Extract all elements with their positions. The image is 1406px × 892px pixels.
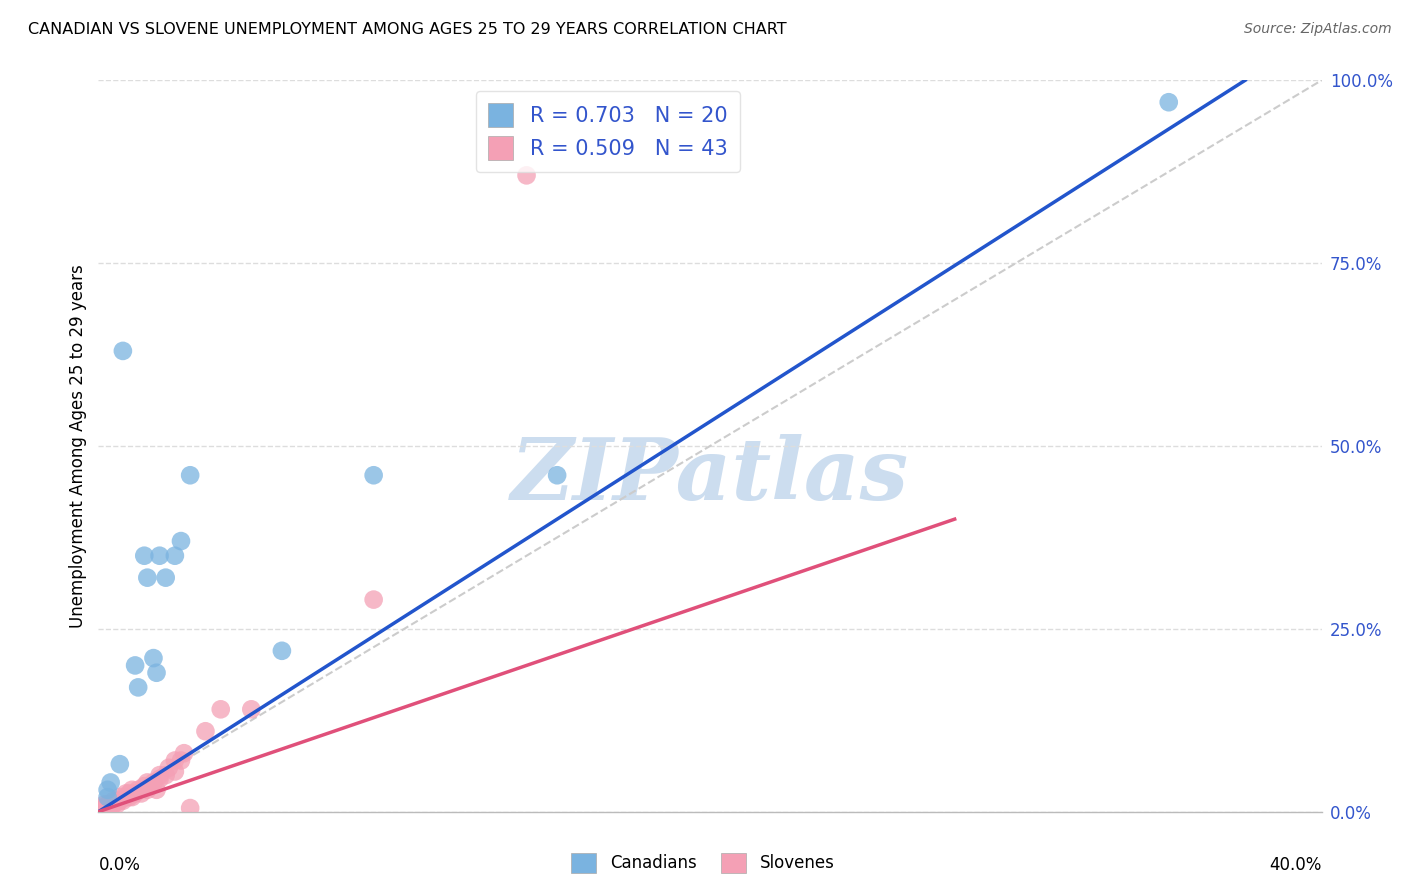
Point [179,468,201,483]
Point [142,651,165,665]
Text: 0.0%: 0.0% [98,855,141,873]
Point [142,775,165,789]
Point [103,797,125,812]
Point [97,797,120,812]
Point [139,779,162,793]
Point [111,343,134,358]
Point [163,764,186,779]
Legend: R = 0.703   N = 20, R = 0.509   N = 43: R = 0.703 N = 20, R = 0.509 N = 43 [475,91,740,172]
Point [115,787,138,801]
Point [100,801,122,815]
Point [97,782,120,797]
Point [163,549,186,563]
Point [105,797,128,812]
Text: CANADIAN VS SLOVENE UNEMPLOYMENT AMONG AGES 25 TO 29 YEARS CORRELATION CHART: CANADIAN VS SLOVENE UNEMPLOYMENT AMONG A… [28,22,787,37]
Point [90,801,112,815]
Legend: Canadians, Slovenes: Canadians, Slovenes [565,847,841,880]
Point [105,794,128,808]
Point [363,468,385,483]
Point [145,782,167,797]
Point [121,790,143,805]
Point [108,790,131,805]
Point [118,790,141,805]
Point [163,754,186,768]
Point [149,772,172,786]
Text: Source: ZipAtlas.com: Source: ZipAtlas.com [1244,22,1392,37]
Point [136,782,159,797]
Point [100,775,122,789]
Text: ZIPatlas: ZIPatlas [510,434,910,517]
Point [108,794,131,808]
Point [173,746,195,760]
Point [97,798,120,813]
Point [124,658,146,673]
Point [149,549,172,563]
Point [118,787,141,801]
Point [115,790,138,805]
Point [170,534,193,549]
Point [170,754,193,768]
Point [100,797,122,812]
Point [194,724,217,739]
Point [145,665,167,680]
Point [111,794,134,808]
Point [1157,95,1180,110]
Point [121,782,143,797]
Point [516,169,538,183]
Point [209,702,232,716]
Point [363,592,385,607]
Point [155,768,177,782]
Point [157,761,180,775]
Point [93,801,115,815]
Point [93,797,115,812]
Point [240,702,263,716]
Point [134,549,156,563]
Point [108,757,131,772]
Point [124,787,146,801]
Point [129,787,152,801]
Point [134,779,156,793]
Y-axis label: Unemployment Among Ages 25 to 29 years: Unemployment Among Ages 25 to 29 years [69,264,87,628]
Point [155,571,177,585]
Point [136,775,159,789]
Point [546,468,568,483]
Point [127,681,149,695]
Point [127,782,149,797]
Point [149,768,172,782]
Point [97,790,120,805]
Point [179,801,201,815]
Text: 40.0%: 40.0% [1270,855,1322,873]
Point [270,644,292,658]
Point [103,794,125,808]
Point [136,571,159,585]
